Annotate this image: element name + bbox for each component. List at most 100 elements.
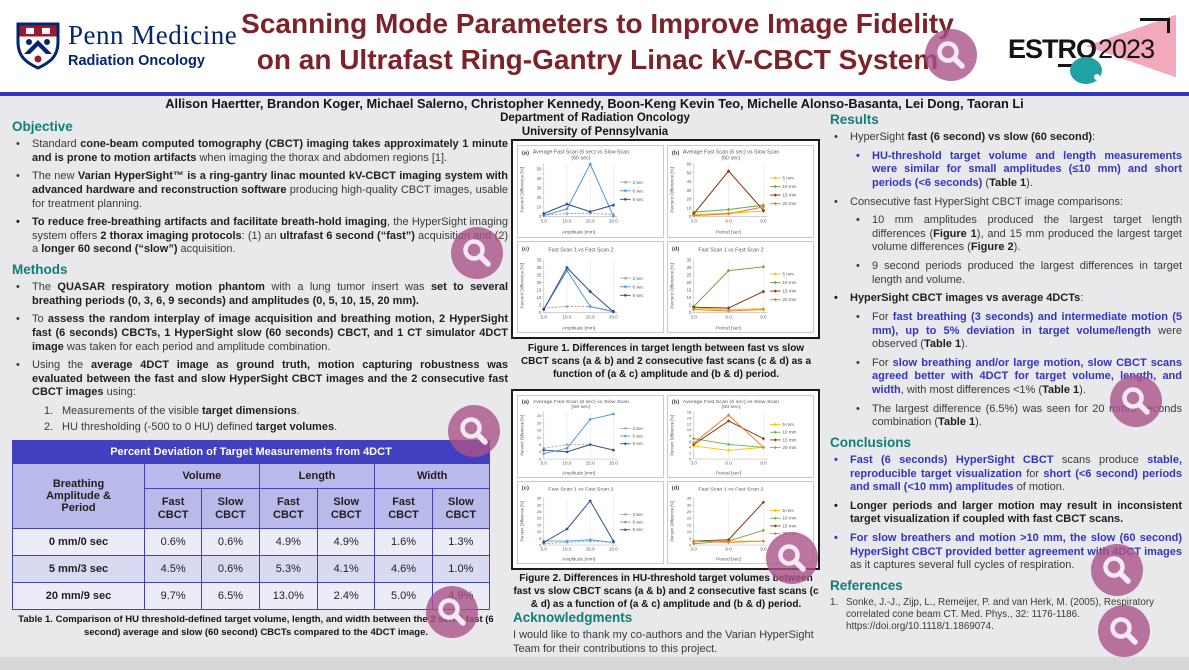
text-segment: target volumes <box>255 420 335 433</box>
table1-group-header: Width <box>374 463 490 490</box>
objective-bullets: • Standard cone-beam computed tomography … <box>12 138 508 257</box>
list-item-text: Using the average 4DCT image as ground t… <box>32 359 508 400</box>
text-segment: QUASAR respiratory motion phantom <box>57 281 265 293</box>
svg-text:30: 30 <box>537 265 542 270</box>
svg-text:Average Fast Scan (6 sec) vs S: Average Fast Scan (6 sec) vs Slow Scan <box>533 150 630 156</box>
table1-cell: 4.6% <box>374 555 433 584</box>
text-segment: 10 mm amplitudes produced the largest ta… <box>872 214 1182 240</box>
svg-text:9.0: 9.0 <box>760 547 767 552</box>
svg-text:(60 sec): (60 sec) <box>571 404 591 410</box>
magnifier-zoom-icon[interactable] <box>1091 544 1143 596</box>
magnifier-zoom-icon[interactable] <box>1110 375 1162 427</box>
reference-list: 1. Sonke, J.-J., Zijp, L., Remeijer, P. a… <box>830 597 1182 634</box>
svg-text:20: 20 <box>537 195 542 200</box>
svg-text:15.0: 15.0 <box>586 219 595 224</box>
text-segment: To <box>32 313 48 326</box>
svg-text:(b): (b) <box>672 400 680 406</box>
magnifier-zoom-icon[interactable] <box>1098 605 1150 657</box>
svg-text:6 sec: 6 sec <box>632 434 644 439</box>
text-segment: with a lung tumor insert was <box>264 281 431 293</box>
authors-line: Allison Haertter, Brandon Koger, Michael… <box>165 96 1024 111</box>
svg-text:6.0: 6.0 <box>725 314 732 319</box>
svg-text:9.0: 9.0 <box>760 314 767 319</box>
list-item-text: HU thresholding (-500 to 0 HU) defined t… <box>62 421 508 435</box>
svg-text:(b): (b) <box>672 151 680 157</box>
figure1-caption: Figure 1. Differences in target length b… <box>520 343 812 380</box>
list-marker: • <box>834 292 838 305</box>
text-segment: longer 60 second (“slow”) <box>41 243 178 256</box>
svg-text:3.0: 3.0 <box>691 461 698 466</box>
table1-cell: 6.5% <box>201 582 260 611</box>
table1-cell: 1.3% <box>431 528 491 557</box>
text-segment: : (1) an <box>241 229 280 242</box>
svg-text:25: 25 <box>687 272 692 277</box>
svg-text:(c): (c) <box>522 246 529 252</box>
bullet-item: • Standard cone-beam computed tomography … <box>12 138 508 165</box>
svg-text:20: 20 <box>687 197 692 202</box>
svg-text:12: 12 <box>687 422 692 427</box>
list-marker: • <box>834 131 838 143</box>
text-segment: assess the random interplay of image acq… <box>32 313 508 353</box>
svg-text:(60 sec): (60 sec) <box>721 156 740 162</box>
svg-text:40: 40 <box>687 179 692 184</box>
magnifier-zoom-icon[interactable] <box>426 586 478 638</box>
svg-text:30: 30 <box>537 185 542 190</box>
text-segment: HyperSight <box>850 131 908 143</box>
text-segment: average 4DCT image as ground truth, moti… <box>32 359 508 399</box>
svg-text:Period [sec]: Period [sec] <box>716 230 741 236</box>
list-marker: • <box>856 310 860 323</box>
text-segment: , the HyperSight imaging system offers <box>32 216 509 242</box>
list-marker: • <box>856 402 860 415</box>
text-segment: ), and 15 mm produced the largest target… <box>872 227 1182 254</box>
magnifier-zoom-icon[interactable] <box>766 532 818 584</box>
numbered-item: 2. HU thresholding (-500 to 0 HU) defined… <box>40 421 508 435</box>
text-segment: ). <box>975 416 982 429</box>
text-segment: HU thresholding (-500 to 0 HU) defined <box>62 420 256 433</box>
svg-text:20: 20 <box>537 516 542 521</box>
bullet-item: • To reduce free-breathing artifacts and … <box>12 216 508 257</box>
reference-item: 1. Sonke, J.-J., Zijp, L., Remeijer, P. a… <box>830 597 1182 634</box>
svg-text:Period [sec]: Period [sec] <box>716 557 741 562</box>
bullet-item: • For slow breathers and motion >10 mm, t… <box>830 532 1182 573</box>
svg-text:35: 35 <box>687 257 692 262</box>
list-item-text: Longer periods and larger motion may res… <box>850 500 1182 527</box>
svg-text:9 sec: 9 sec <box>632 292 644 297</box>
text-segment: . <box>334 420 338 433</box>
svg-text:3.0: 3.0 <box>691 314 698 319</box>
institution-department: Radiation Oncology <box>68 53 205 69</box>
text-segment: were observed ( <box>872 324 1182 351</box>
svg-text:25: 25 <box>537 509 542 514</box>
svg-text:6.0: 6.0 <box>725 219 732 224</box>
magnifier-zoom-icon[interactable] <box>448 405 500 457</box>
results-bullets: • HyperSight fast (6 second) vs slow (60 … <box>830 131 1182 430</box>
magnifier-zoom-icon[interactable] <box>451 227 503 279</box>
figure2-panel-b: 3.0 6.0 9.0 0 2 4 6 8 10 12 14 16 5 mm 10 mm 15 mm 20 m… <box>667 395 814 478</box>
bullet-item: • The QUASAR respiratory motion phantom w… <box>12 281 508 308</box>
numbered-item: 1. Measurements of the visible target dim… <box>40 405 508 419</box>
svg-text:20: 20 <box>687 516 692 521</box>
text-segment: short (<6 second) periods and small (<10… <box>850 467 1182 494</box>
svg-text:9 sec: 9 sec <box>632 527 644 532</box>
text-segment: when imaging the thorax and abdomen regi… <box>196 151 448 164</box>
svg-text:(60 sec): (60 sec) <box>721 404 741 410</box>
svg-text:5 mm: 5 mm <box>782 508 794 513</box>
figure1-panel-c: 5.0 10.0 15.0 20.0 0 5 10 15 20 25 30 35 3 sec 6 sec 9… <box>517 240 664 333</box>
text-segment: producing high-quality CBCT images, usab… <box>32 183 509 210</box>
svg-text:5: 5 <box>539 536 542 541</box>
conclusions-heading: Conclusions <box>830 434 912 450</box>
text-segment: The <box>32 281 58 293</box>
table1-cell: 4.9% <box>258 528 319 557</box>
svg-text:50: 50 <box>687 170 692 175</box>
list-marker: • <box>834 532 838 544</box>
table1-cell: 1.6% <box>374 528 433 557</box>
magnifier-zoom-icon[interactable] <box>925 29 977 81</box>
svg-text:9 sec: 9 sec <box>632 197 644 202</box>
list-marker: • <box>856 260 860 272</box>
text-segment: ). <box>1026 176 1033 189</box>
svg-text:15: 15 <box>537 287 542 292</box>
svg-text:6 sec: 6 sec <box>632 520 644 525</box>
text-segment: HyperSight CBCT images vs average 4DCTs <box>850 292 1081 305</box>
reference-text: Sonke, J.-J., Zijp, L., Remeijer, P. and… <box>846 596 1154 633</box>
table1-subheader: Fast CBCT <box>143 488 203 530</box>
svg-text:16: 16 <box>687 410 692 415</box>
